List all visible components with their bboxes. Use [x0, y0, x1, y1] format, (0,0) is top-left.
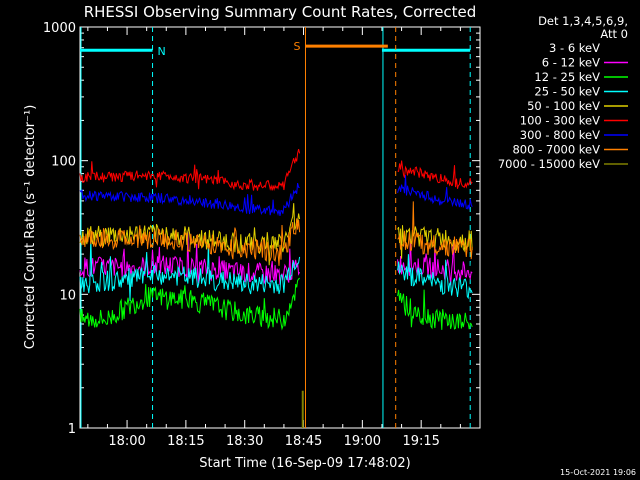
- series-line-2: [79, 277, 300, 331]
- series-line-7: [397, 201, 473, 260]
- x-tick-label: 19:15: [402, 434, 439, 449]
- x-tick-label: 18:00: [108, 434, 145, 449]
- legend-label: 12 - 25 keV: [534, 70, 600, 84]
- y-tick-label: 10: [59, 288, 76, 303]
- series-line-2: [397, 289, 473, 330]
- series-line-3: [397, 254, 473, 300]
- y-axis-label: Corrected Count Rate (s⁻¹ detector⁻¹): [23, 105, 38, 350]
- legend-label: 50 - 100 keV: [527, 99, 600, 113]
- series-line-5: [79, 148, 301, 192]
- series-line-7: [79, 218, 301, 266]
- series-line-3: [79, 237, 301, 301]
- series-line-5: [397, 160, 473, 189]
- series-line-6: [79, 182, 300, 217]
- y-tick-label: 1000: [43, 21, 76, 36]
- x-tick-label: 18:45: [285, 434, 322, 449]
- chart-title: RHESSI Observing Summary Count Rates, Co…: [84, 3, 477, 21]
- saa-label: S: [293, 40, 300, 53]
- y-tick-label: 100: [51, 155, 76, 170]
- plot-area: 1 10 100 1000 18:00 18:15 18:30 18:45 19:00 19:15…: [43, 21, 481, 449]
- legend-label: 300 - 800 keV: [520, 128, 600, 142]
- x-tick-label: 19:00: [344, 434, 381, 449]
- plot-frame: [79, 26, 481, 429]
- x-tick-label: 18:30: [226, 434, 263, 449]
- legend-label: 800 - 7000 keV: [512, 143, 600, 157]
- legend-header-line-1: Det 1,3,4,5,6,9,: [538, 14, 628, 28]
- legend-header-line-2: Att 0: [600, 27, 628, 41]
- x-axis-label: Start Time (16-Sep-09 17:48:02): [199, 456, 410, 471]
- night-label: N: [158, 45, 166, 58]
- legend-label: 25 - 50 keV: [534, 85, 600, 99]
- timestamp: 15-Oct-2021 19:06: [560, 468, 636, 477]
- legend-label: 6 - 12 keV: [542, 56, 600, 70]
- legend-label: 100 - 300 keV: [520, 114, 600, 128]
- y-tick-label: 1: [68, 422, 76, 437]
- series-line-6: [397, 175, 473, 210]
- series-line-4: [79, 203, 301, 266]
- legend-label: 3 - 6 keV: [549, 41, 600, 55]
- x-tick-label: 18:15: [167, 434, 204, 449]
- legend-label: 7000 - 15000 keV: [498, 157, 600, 171]
